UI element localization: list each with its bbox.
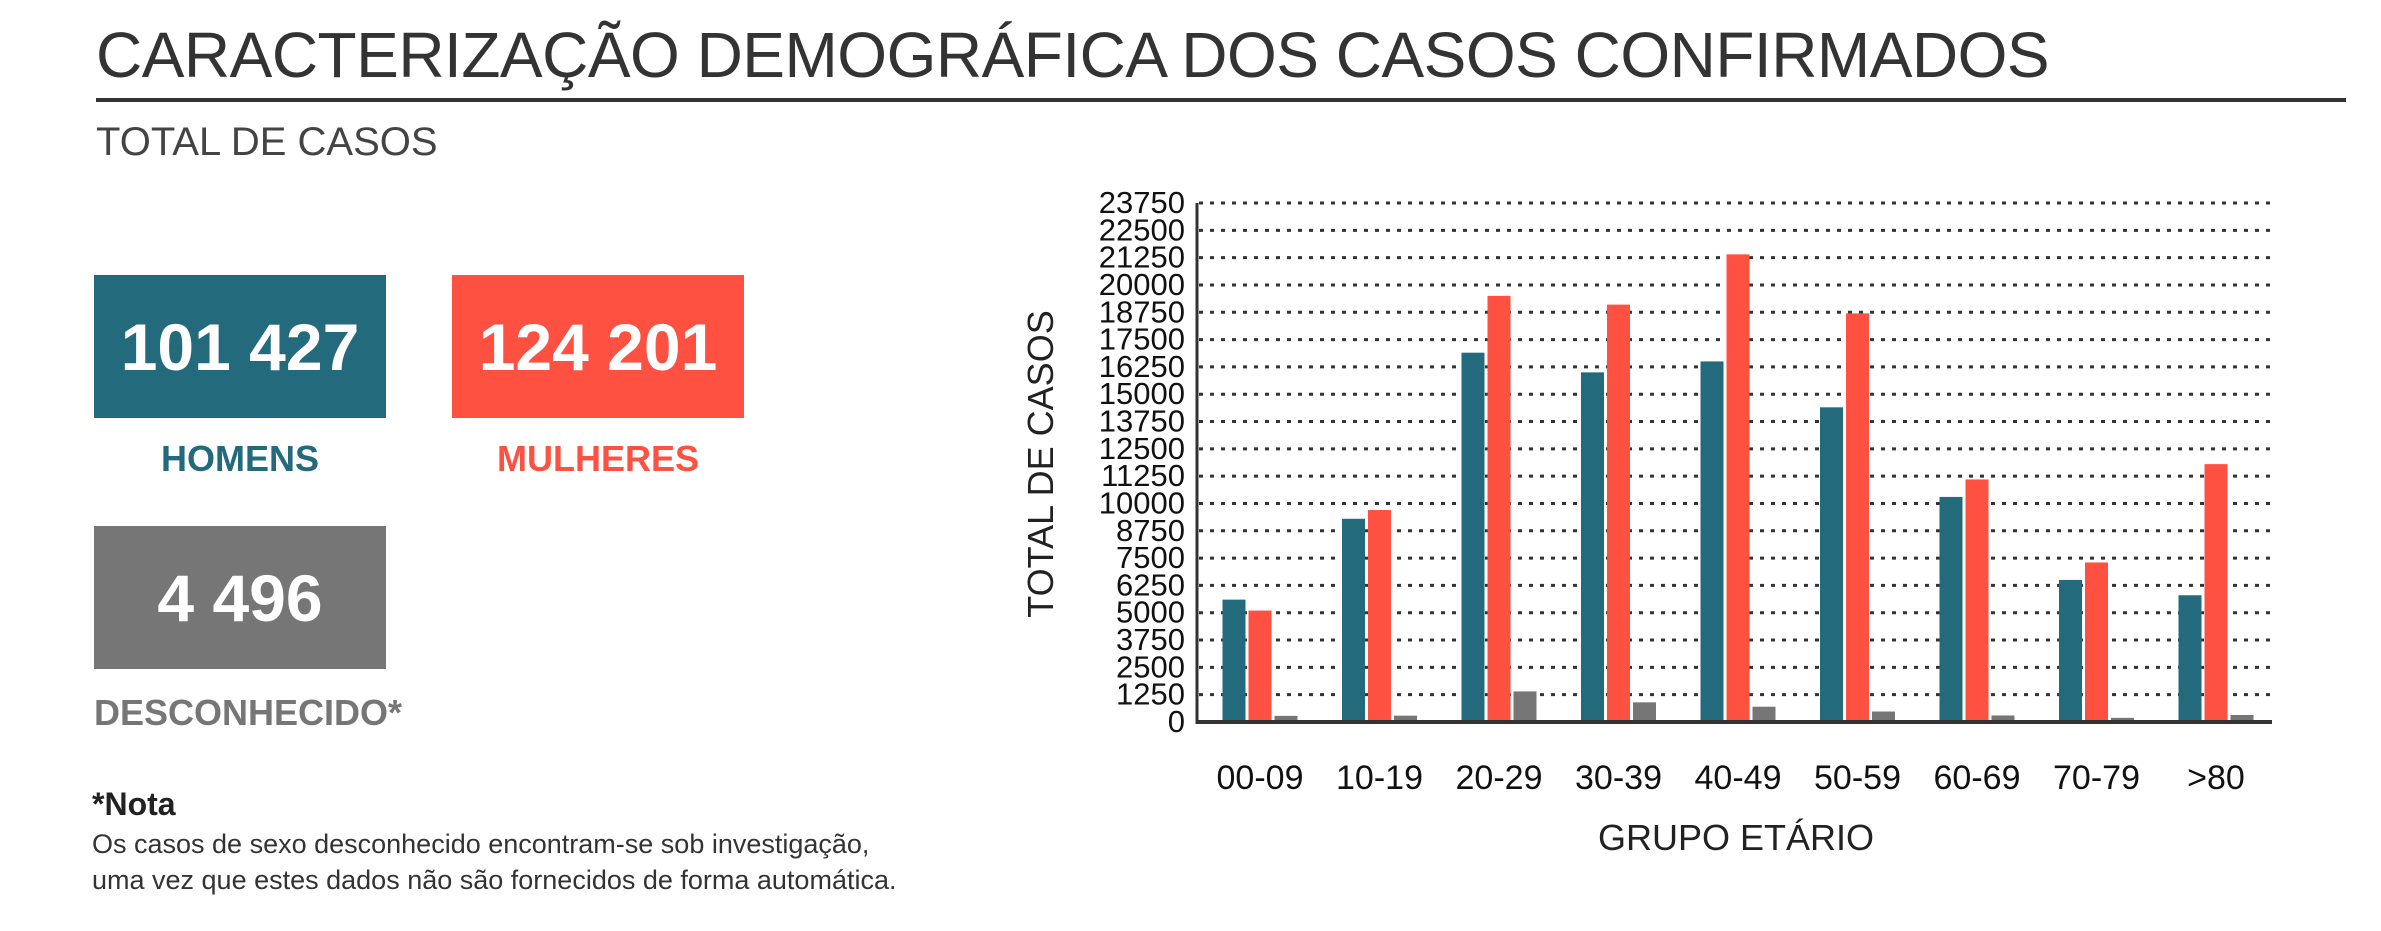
y-tick-label: 6250	[1116, 567, 1185, 602]
x-tick-label: 30-39	[1575, 759, 1662, 797]
y-tick-label: 16250	[1099, 349, 1185, 384]
bar-60-69-series-2	[1965, 479, 1989, 722]
bar-00-09-series-3	[1274, 715, 1298, 722]
note-line-1: Os casos de sexo desconhecido encontram-…	[92, 829, 870, 859]
title-divider	[96, 98, 2346, 102]
bar-00-09-series-2	[1248, 610, 1272, 722]
bar-70-79-series-1	[2059, 579, 2082, 722]
x-tick-label: 00-09	[1217, 759, 1304, 797]
women-label: MULHERES	[496, 438, 699, 479]
page-title: CARACTERIZAÇÃO DEMOGRÁFICA DOS CASOS CON…	[96, 19, 2050, 91]
x-tick-label: 70-79	[2053, 759, 2140, 797]
bar-10-19-series-2	[1368, 510, 1391, 722]
y-tick-label: 21250	[1099, 240, 1185, 275]
y-tick-label: 10000	[1099, 485, 1185, 520]
y-tick-label: 1250	[1116, 677, 1185, 712]
bar-70-79-series-3	[2111, 717, 2134, 722]
bar-20-29-series-2	[1487, 295, 1511, 722]
unknown-count-box: 4 496	[94, 526, 386, 669]
x-tick-labels: 00-09 10-19 20-29 30-39 40-49 50-59 60-69 70-79…	[1217, 759, 2245, 797]
bar-20-29-series-1	[1461, 352, 1485, 722]
bar->80-series-2	[2204, 464, 2228, 722]
y-tick-label: 2500	[1116, 649, 1185, 684]
y-axis-title: TOTAL DE CASOS	[1020, 310, 1061, 617]
bars	[1222, 254, 2254, 722]
y-tick-label: 13750	[1099, 404, 1185, 439]
bar-40-49-series-1	[1700, 361, 1724, 722]
bar-30-39-series-3	[1633, 702, 1656, 722]
bar-30-39-series-2	[1607, 304, 1630, 722]
bar-50-59-series-3	[1872, 711, 1895, 722]
men-count-box: 101 427	[94, 275, 386, 418]
y-tick-label: 12500	[1099, 431, 1185, 466]
bar-20-29-series-3	[1513, 691, 1537, 722]
bar-70-79-series-2	[2085, 562, 2108, 722]
x-tick-label: >80	[2187, 759, 2245, 797]
y-tick-label: 22500	[1099, 212, 1185, 247]
x-tick-label: 10-19	[1336, 759, 1423, 797]
women-count-box: 124 201	[452, 275, 744, 418]
y-tick-label: 11250	[1101, 458, 1185, 493]
bar-00-09-series-1	[1222, 599, 1246, 722]
women-count-value: 124 201	[478, 309, 718, 384]
y-tick-label: 3750	[1116, 622, 1185, 657]
unknown-label: DESCONHECIDO*	[94, 692, 403, 733]
bar-40-49-series-2	[1726, 254, 1750, 722]
y-tick-label: 23750	[1099, 185, 1185, 220]
bar->80-series-1	[2178, 595, 2202, 722]
y-tick-label: 18750	[1099, 294, 1185, 329]
unknown-count-value: 4 496	[157, 560, 323, 635]
men-label: HOMENS	[160, 438, 319, 479]
y-tick-label: 7500	[1116, 540, 1185, 575]
note-title: *Nota	[92, 786, 176, 822]
x-axis-title: GRUPO ETÁRIO	[1598, 817, 1874, 858]
bar-50-59-series-2	[1846, 313, 1869, 722]
bar-30-39-series-1	[1581, 372, 1604, 722]
y-tick-labels: 0125025003750500062507500875010000112501…	[1099, 185, 1185, 739]
y-tick-label: 15000	[1099, 376, 1185, 411]
bar->80-series-3	[2230, 715, 2254, 722]
y-tick-label: 20000	[1099, 267, 1185, 302]
men-count-value: 101 427	[120, 309, 360, 384]
bar-50-59-series-1	[1820, 407, 1843, 722]
bar-40-49-series-3	[1752, 706, 1776, 722]
section-subtitle: TOTAL DE CASOS	[96, 120, 438, 164]
bar-10-19-series-3	[1394, 715, 1417, 722]
x-tick-label: 50-59	[1814, 759, 1901, 797]
x-tick-label: 40-49	[1695, 759, 1782, 797]
y-tick-label: 5000	[1116, 595, 1185, 630]
x-tick-label: 60-69	[1934, 759, 2021, 797]
bar-10-19-series-1	[1342, 518, 1365, 722]
y-tick-label: 8750	[1116, 513, 1185, 548]
bar-60-69-series-3	[1991, 715, 2015, 722]
note-text: Os casos de sexo desconhecido encontram-…	[92, 826, 896, 898]
y-tick-label: 0	[1168, 704, 1185, 739]
note-line-2: uma vez que estes dados não são fornecid…	[92, 865, 897, 895]
bar-60-69-series-1	[1939, 496, 1963, 722]
x-tick-label: 20-29	[1456, 759, 1543, 797]
y-tick-label: 17500	[1099, 322, 1185, 357]
